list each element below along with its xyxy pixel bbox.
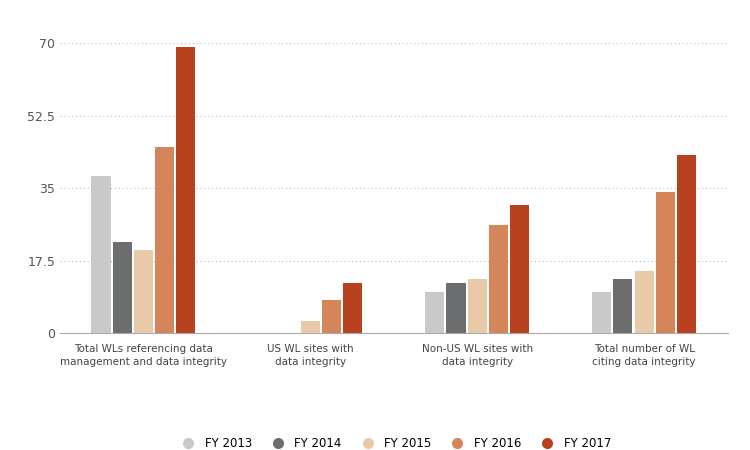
Bar xyxy=(489,225,508,333)
Bar xyxy=(592,292,611,333)
Bar xyxy=(301,320,320,333)
Bar xyxy=(468,279,487,333)
Bar xyxy=(446,284,466,333)
Legend: FY 2013, FY 2014, FY 2015, FY 2016, FY 2017: FY 2013, FY 2014, FY 2015, FY 2016, FY 2… xyxy=(172,432,616,450)
Bar xyxy=(614,279,632,333)
Bar xyxy=(677,155,696,333)
Bar xyxy=(425,292,444,333)
Bar xyxy=(510,205,530,333)
Bar xyxy=(155,147,174,333)
Bar xyxy=(134,250,153,333)
Bar xyxy=(176,47,196,333)
Bar xyxy=(112,242,132,333)
Bar xyxy=(322,300,341,333)
Bar xyxy=(656,192,675,333)
Bar xyxy=(92,176,110,333)
Bar xyxy=(344,284,362,333)
Bar xyxy=(634,271,653,333)
